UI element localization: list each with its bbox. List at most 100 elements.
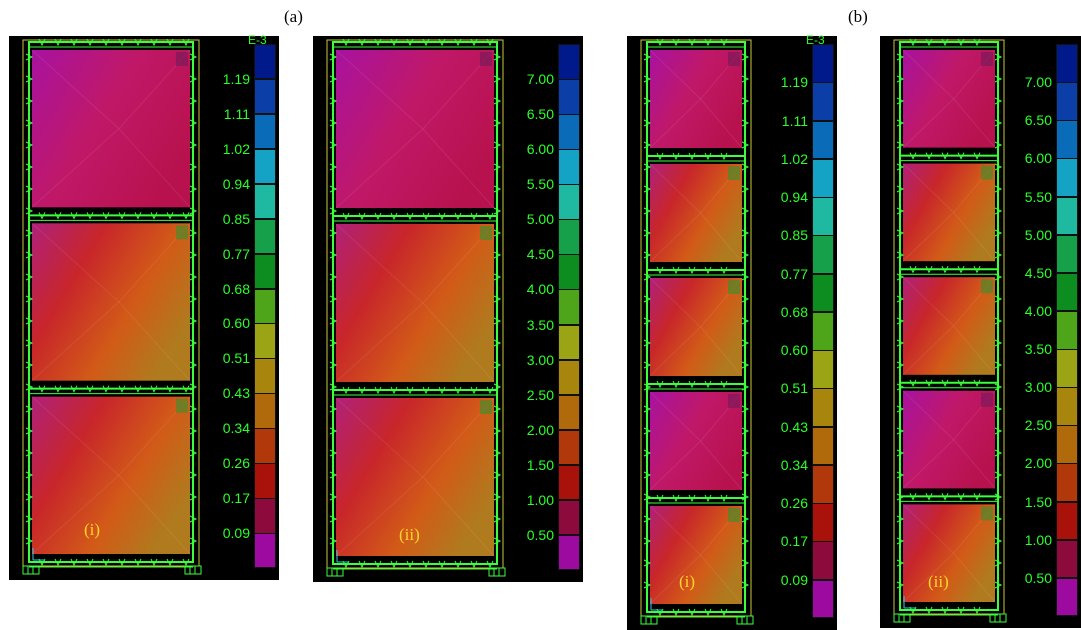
colorbar-tick-label: 2.00 <box>526 421 554 438</box>
contour-panel <box>336 50 494 208</box>
colorbar-swatch <box>254 148 276 185</box>
colorbar-swatch <box>558 114 580 150</box>
colorbar-tick-label: 2.00 <box>1024 455 1052 472</box>
case-label-a-i: (i) <box>84 520 101 539</box>
colorbar-swatch <box>812 158 834 198</box>
colorbar-tick-label: 0.94 <box>222 175 250 192</box>
frame-model-svg <box>893 38 1007 623</box>
colorbar-tick-label: 3.00 <box>1024 379 1052 396</box>
colorbar-tick-label: 0.43 <box>780 418 808 435</box>
colorbar-tick-label: 1.02 <box>222 140 250 157</box>
colorbar-swatch <box>254 463 276 499</box>
colorbar-tick-label: 6.00 <box>1024 150 1052 167</box>
colorbar-swatch <box>1056 120 1078 159</box>
colorbar-swatch <box>254 323 276 359</box>
colorbar-swatch <box>254 253 276 290</box>
colorbar-tick-label: 0.60 <box>222 315 250 332</box>
contour-panel <box>650 278 742 376</box>
colorbar-tick-label: 0.34 <box>780 456 808 473</box>
contour-panel <box>336 224 494 382</box>
colorbar-swatch <box>558 429 580 466</box>
colorbar-swatch <box>812 311 834 351</box>
colorbar-swatch <box>1056 463 1078 503</box>
colorbar-tick-label: 1.50 <box>1024 493 1052 510</box>
colorbar-unit-label: E-3 <box>806 33 825 47</box>
colorbar-swatch <box>558 149 580 185</box>
colorbar-swatch <box>812 541 834 581</box>
support-icon <box>640 615 658 625</box>
colorbar-tick-label: 0.68 <box>780 303 808 320</box>
colorbar-tick-label: 4.00 <box>1024 302 1052 319</box>
colorbar-tick-label: 0.77 <box>780 265 808 282</box>
colorbar-swatch <box>254 358 276 394</box>
colorbar-swatch <box>254 78 276 115</box>
colorbar-tick-label: 6.50 <box>1024 112 1052 129</box>
colorbar-tick-label: 1.11 <box>223 105 250 122</box>
support-icon <box>893 613 911 623</box>
colorbar-tick-label: 0.17 <box>780 533 808 550</box>
colorbar-swatch <box>558 464 580 501</box>
colorbar-swatch <box>558 184 580 220</box>
colorbar-swatch <box>558 44 580 80</box>
support-icon <box>326 567 344 577</box>
colorbar-b-i: 1.19 1.11 1.02 0.94 0.85 0.77 0.68 0.60 0.51 0.43… <box>763 33 837 630</box>
colorbar-tick-label: 0.09 <box>780 571 808 588</box>
axis-triad-icon <box>336 550 349 563</box>
colorbar-swatch <box>1056 82 1078 121</box>
colorbar-tick-label: 0.09 <box>222 525 250 542</box>
colorbar-swatch <box>1056 44 1078 83</box>
colorbar-tick-label: 6.50 <box>526 106 554 123</box>
colorbar-swatch <box>812 197 834 236</box>
colorbar-tick-label: 0.77 <box>222 245 250 262</box>
contour-panel <box>650 392 742 490</box>
colorbar-swatch <box>254 218 276 255</box>
colorbar-tick-label: 0.85 <box>780 227 808 244</box>
support-icon <box>22 565 40 575</box>
group-label-b: (b) <box>848 7 868 26</box>
colorbar-swatch <box>1056 272 1078 312</box>
colorbar-swatch <box>558 219 580 255</box>
colorbar-tick-label: 1.00 <box>1024 531 1052 548</box>
colorbar-swatch <box>1056 310 1078 350</box>
colorbar-swatch <box>254 288 276 324</box>
frame-model-svg <box>326 38 506 577</box>
colorbar-swatch <box>254 498 276 534</box>
contour-panel <box>32 223 190 381</box>
contour-panel <box>650 50 742 148</box>
colorbar-tick-label: 0.68 <box>222 280 250 297</box>
colorbar-swatch <box>812 579 834 619</box>
colorbar-swatch <box>558 79 580 115</box>
colorbar-tick-label: 0.51 <box>780 380 808 397</box>
axis-triad-icon <box>903 596 916 609</box>
contour-panel <box>903 504 995 602</box>
model-b-ii <box>880 36 1016 628</box>
case-label-b-ii: (ii) <box>928 572 949 591</box>
group-label-a: (a) <box>284 7 303 26</box>
colorbar-tick-label: 3.50 <box>526 316 554 333</box>
colorbar-swatch <box>1056 349 1078 388</box>
colorbar-swatch <box>1056 501 1078 541</box>
colorbar-swatch <box>254 183 276 220</box>
colorbar-swatch <box>812 273 834 313</box>
colorbar-swatch <box>558 324 580 361</box>
colorbar-tick-label: 4.00 <box>526 281 554 298</box>
case-label-b-i: (i) <box>679 572 696 591</box>
colorbar-swatch <box>1056 425 1078 464</box>
colorbar-swatch <box>254 393 276 429</box>
colorbar-tick-label: 5.50 <box>526 176 554 193</box>
axis-triad-icon <box>32 548 45 561</box>
colorbar-swatch <box>812 426 834 466</box>
colorbar-swatch <box>1056 196 1078 236</box>
colorbar-swatch <box>812 464 834 504</box>
contour-panel <box>903 50 995 148</box>
colorbar-tick-label: 3.50 <box>1024 341 1052 358</box>
colorbar-tick-label: 2.50 <box>526 386 554 403</box>
contour-panel <box>650 164 742 262</box>
colorbar-tick-label: 1.50 <box>526 456 554 473</box>
colorbar-swatch <box>812 350 834 389</box>
contour-panel <box>903 163 995 262</box>
model-a-ii <box>313 36 515 582</box>
colorbar-swatch <box>1056 234 1078 274</box>
colorbar-a-ii: 7.00 6.50 6.00 5.50 5.00 4.50 4.00 3.50 3.00 2.50… <box>515 36 583 582</box>
colorbar-tick-label: 3.00 <box>526 351 554 368</box>
